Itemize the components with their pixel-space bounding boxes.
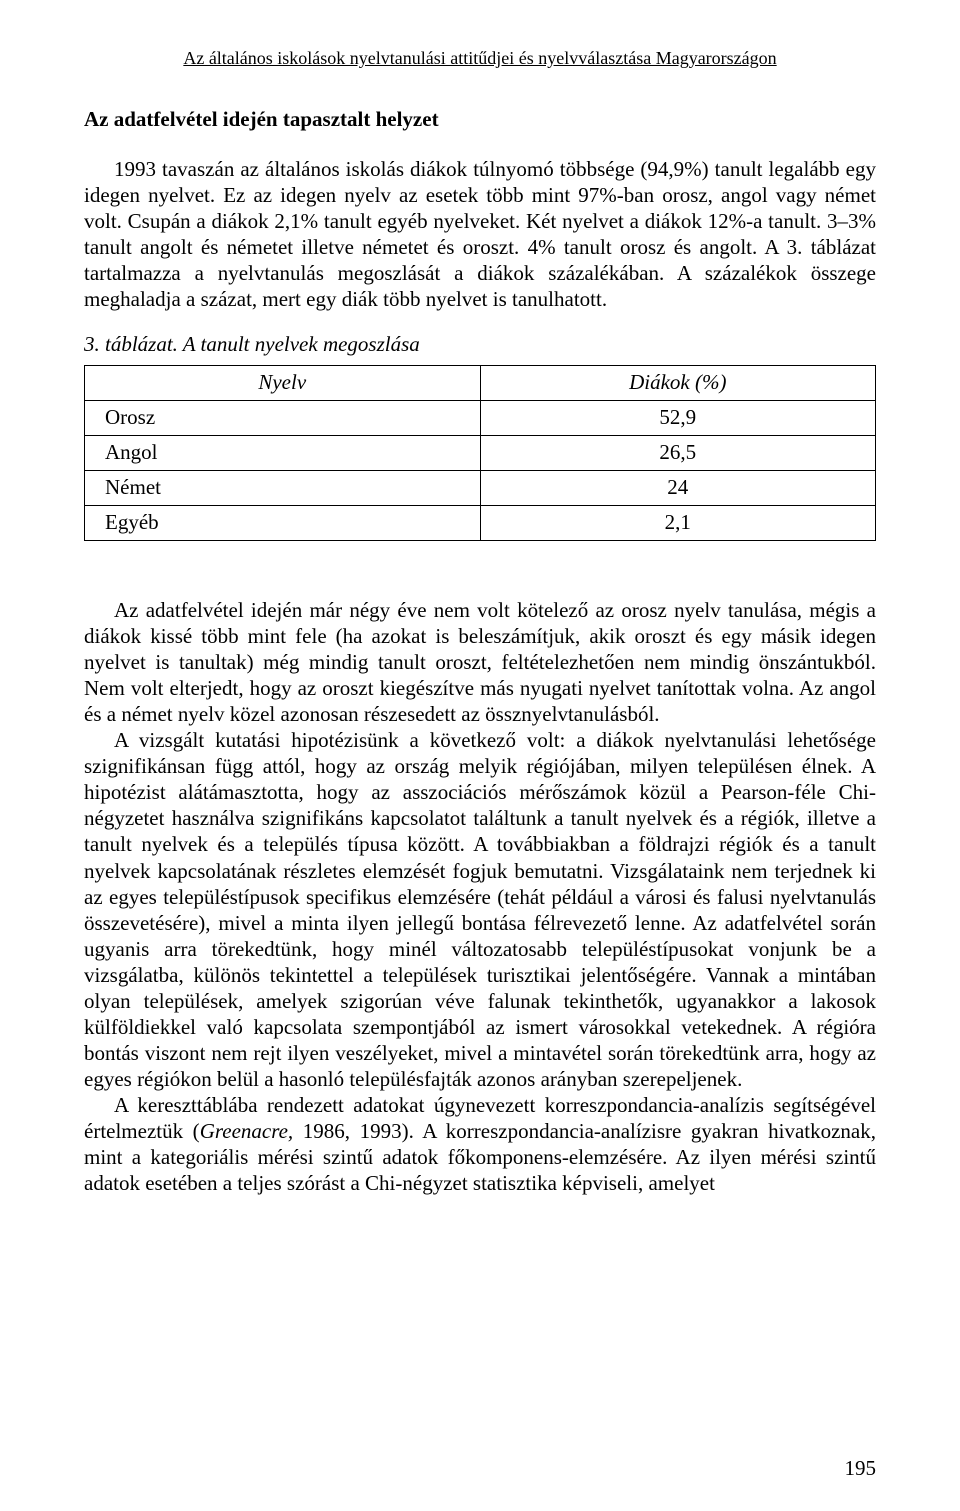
section-title: Az adatfelvétel idején tapasztalt helyze… xyxy=(84,107,876,132)
paragraph-1: 1993 tavaszán az általános iskolás diáko… xyxy=(84,156,876,312)
cell-pct: 2,1 xyxy=(480,506,876,541)
cell-lang: Német xyxy=(85,471,481,506)
table-caption-prefix: 3. táblázat. xyxy=(84,332,178,356)
table-row: Angol 26,5 xyxy=(85,436,876,471)
cell-pct: 24 xyxy=(480,471,876,506)
table-languages: Nyelv Diákok (%) Orosz 52,9 Angol 26,5 N… xyxy=(84,365,876,541)
paragraph-4: A kereszttáblába rendezett adatokat úgyn… xyxy=(84,1092,876,1196)
citation-greenacre: Greenacre, xyxy=(200,1119,294,1143)
table-header-row: Nyelv Diákok (%) xyxy=(85,366,876,401)
table-header-pct: Diákok (%) xyxy=(480,366,876,401)
cell-lang: Orosz xyxy=(85,401,481,436)
page-number: 195 xyxy=(845,1456,877,1481)
paragraph-3: A vizsgált kutatási hipotézisünk a követ… xyxy=(84,727,876,1091)
spacer xyxy=(84,312,876,332)
cell-lang: Angol xyxy=(85,436,481,471)
table-caption-text: A tanult nyelvek megoszlása xyxy=(178,332,420,356)
table-header-lang: Nyelv xyxy=(85,366,481,401)
table-row: Egyéb 2,1 xyxy=(85,506,876,541)
table-caption: 3. táblázat. A tanult nyelvek megoszlása xyxy=(84,332,876,357)
running-header: Az általános iskolások nyelvtanulási att… xyxy=(84,48,876,69)
spacer xyxy=(84,569,876,597)
cell-pct: 52,9 xyxy=(480,401,876,436)
table-row: Orosz 52,9 xyxy=(85,401,876,436)
cell-lang: Egyéb xyxy=(85,506,481,541)
cell-pct: 26,5 xyxy=(480,436,876,471)
spacer xyxy=(84,541,876,569)
paragraph-2: Az adatfelvétel idején már négy éve nem … xyxy=(84,597,876,727)
table-row: Német 24 xyxy=(85,471,876,506)
